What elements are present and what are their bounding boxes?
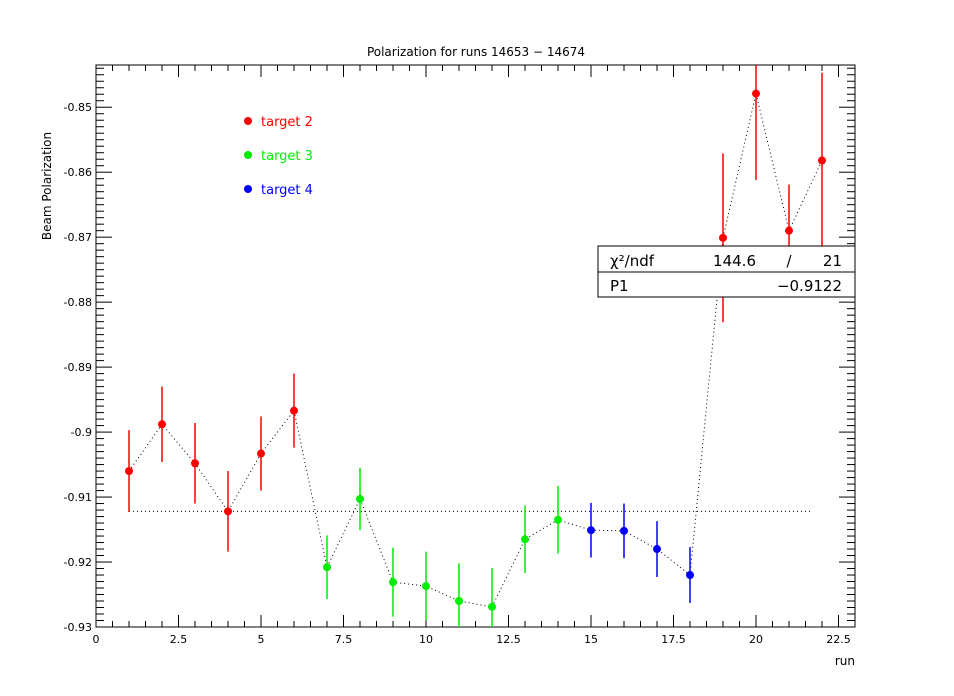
legend-marker-target-2 bbox=[244, 117, 252, 125]
data-point bbox=[323, 563, 331, 572]
x-tick-label: 10 bbox=[419, 633, 433, 646]
x-tick-label: 22.5 bbox=[826, 633, 851, 646]
y-tick-label: -0.89 bbox=[64, 361, 92, 374]
y-tick-label: -0.85 bbox=[64, 101, 92, 114]
data-point bbox=[290, 406, 298, 415]
x-tick-label: 20 bbox=[749, 633, 763, 646]
legend-entry-target-2: target 2 bbox=[244, 115, 313, 130]
x-tick-label: 17.5 bbox=[661, 633, 686, 646]
data-point bbox=[785, 226, 793, 235]
data-point bbox=[455, 597, 463, 606]
data-point bbox=[620, 526, 628, 535]
data-point bbox=[389, 578, 397, 587]
stats-p1-value: −0.9122 bbox=[777, 277, 842, 295]
stats-separator: / bbox=[786, 252, 792, 270]
y-tick-label: -0.92 bbox=[64, 556, 92, 569]
data-point bbox=[356, 495, 364, 504]
data-point bbox=[653, 545, 661, 554]
data-point bbox=[158, 420, 166, 429]
y-tick-label: -0.88 bbox=[64, 296, 92, 309]
stats-chi2-label: χ²/ndf bbox=[610, 252, 655, 270]
legend-entry-target-3: target 3 bbox=[244, 149, 313, 164]
stats-chi2-value: 144.6 bbox=[713, 252, 756, 270]
y-axis-label: Beam Polarization bbox=[40, 132, 54, 240]
data-point bbox=[752, 89, 760, 98]
stats-p1-label: P1 bbox=[610, 277, 629, 295]
axis-tick-labels: 0 2.5 5 7.5 10 12.5 15 17.5 20 22.5 -0.93 -0.92 -0.9… bbox=[64, 101, 851, 646]
legend-marker-target-3 bbox=[244, 151, 252, 159]
fit-stats-box: χ²/ndf 144.6 / 21 P1 −0.9122 bbox=[597, 245, 856, 298]
y-tick-label: -0.86 bbox=[64, 166, 92, 179]
data-point bbox=[257, 449, 265, 458]
y-tick-label: -0.91 bbox=[64, 491, 92, 504]
legend-marker-target-4 bbox=[244, 185, 252, 193]
stats-ndf-value: 21 bbox=[823, 252, 842, 270]
data-point bbox=[521, 535, 529, 544]
y-tick-label: -0.9 bbox=[71, 426, 92, 439]
axis-ticks bbox=[95, 65, 856, 628]
legend-label-target-3: target 3 bbox=[261, 149, 313, 164]
x-tick-label: 5 bbox=[258, 633, 265, 646]
data-point bbox=[554, 515, 562, 524]
legend-label-target-4: target 4 bbox=[261, 183, 313, 198]
chart-title: Polarization for runs 14653 − 14674 bbox=[367, 45, 585, 59]
connecting-line bbox=[128, 93, 823, 608]
data-point bbox=[686, 571, 694, 580]
x-axis-label: run bbox=[835, 654, 855, 668]
data-point bbox=[587, 526, 595, 535]
data-point bbox=[719, 233, 727, 242]
plot-frame bbox=[95, 64, 856, 628]
x-tick-label: 0 bbox=[93, 633, 100, 646]
y-tick-label: -0.93 bbox=[64, 621, 92, 634]
x-tick-label: 12.5 bbox=[496, 633, 521, 646]
legend-label-target-2: target 2 bbox=[261, 115, 313, 130]
data-point bbox=[191, 459, 199, 468]
y-tick-label: -0.87 bbox=[64, 231, 92, 244]
errorbar-layer bbox=[128, 65, 823, 627]
data-point bbox=[125, 467, 133, 476]
x-tick-label: 7.5 bbox=[335, 633, 353, 646]
point-layer bbox=[125, 89, 826, 611]
data-point bbox=[818, 156, 826, 165]
legend-entry-target-4: target 4 bbox=[244, 183, 313, 198]
data-point bbox=[422, 582, 430, 591]
x-tick-label: 2.5 bbox=[170, 633, 188, 646]
x-tick-label: 15 bbox=[584, 633, 598, 646]
data-point bbox=[224, 507, 232, 516]
connector-layer bbox=[128, 93, 823, 608]
legend: target 2 target 3 target 4 bbox=[244, 115, 313, 198]
data-point bbox=[488, 602, 496, 611]
